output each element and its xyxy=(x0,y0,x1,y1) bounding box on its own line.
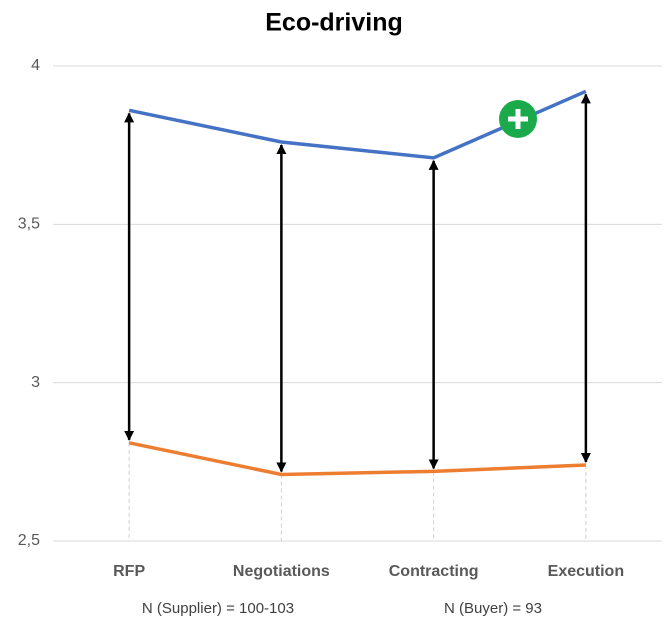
series-line xyxy=(128,441,586,477)
y-tick-label: 3,5 xyxy=(18,216,40,233)
annotation: N (Buyer) = 93 xyxy=(444,600,542,617)
chart-title: Eco-driving xyxy=(265,9,403,37)
y-tick-label: 2,5 xyxy=(18,532,40,549)
annotation: N (Supplier) = 100-103 xyxy=(142,600,294,617)
x-tick-label: Contracting xyxy=(389,563,479,580)
x-tick-label: RFP xyxy=(113,563,145,580)
plus-icon xyxy=(508,109,528,129)
y-tick-label: 3 xyxy=(31,374,40,391)
y-tick-label: 4 xyxy=(31,57,40,74)
x-tick-label: Execution xyxy=(548,563,624,580)
x-tick-label: Negotiations xyxy=(233,563,330,580)
